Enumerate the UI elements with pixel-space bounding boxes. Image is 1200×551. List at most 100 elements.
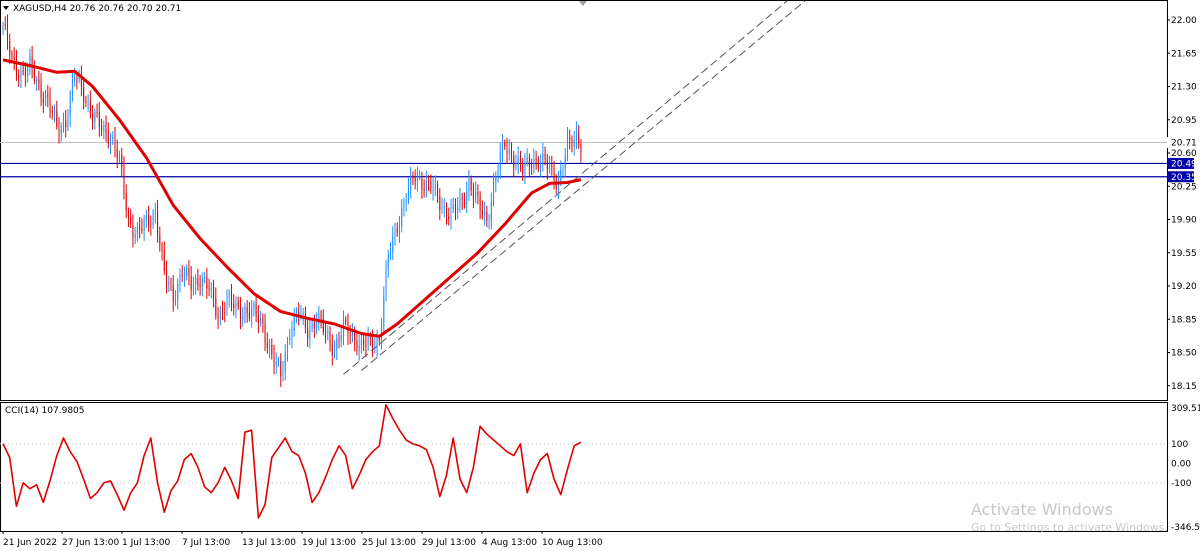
candle — [335, 333, 338, 360]
candle — [243, 302, 246, 324]
candle — [525, 148, 528, 167]
candle — [223, 301, 226, 323]
candle — [496, 163, 499, 183]
candle — [566, 127, 568, 161]
candle — [91, 104, 94, 130]
candle — [427, 175, 430, 192]
cci-header-text: CCI(14) 107.9805 — [5, 406, 85, 416]
candle — [178, 268, 181, 293]
cci-series-layer — [0, 404, 1167, 519]
candle — [445, 202, 448, 225]
candle — [154, 202, 156, 224]
candle — [10, 50, 13, 62]
candle — [393, 222, 396, 246]
candle — [245, 300, 248, 323]
candle — [232, 293, 235, 316]
candle — [66, 109, 69, 132]
candle — [30, 45, 33, 79]
candle — [557, 170, 560, 199]
candle — [337, 331, 340, 349]
candle — [89, 90, 91, 119]
candle — [534, 150, 537, 170]
candle — [416, 166, 418, 192]
candle — [290, 320, 293, 349]
candle — [174, 290, 176, 306]
candle — [55, 100, 58, 130]
candle — [167, 275, 170, 292]
candle — [306, 317, 309, 347]
candle — [510, 142, 512, 164]
time-axis-label: 4 Aug 13:00 — [482, 538, 537, 548]
candle — [115, 139, 118, 169]
symbol-header: XAGUSD,H4 20.76 20.76 20.70 20.71 — [3, 4, 181, 14]
candle — [221, 300, 224, 321]
candle — [308, 319, 311, 349]
candle — [248, 302, 250, 322]
candle — [274, 352, 277, 374]
candle — [218, 305, 221, 326]
candle — [12, 47, 15, 71]
candle — [543, 146, 546, 166]
candle — [501, 134, 504, 163]
candle — [494, 171, 497, 193]
candle — [418, 170, 421, 181]
candle — [189, 265, 192, 300]
candle — [523, 152, 526, 185]
candle — [315, 312, 318, 335]
candle — [57, 117, 60, 144]
candle — [395, 222, 398, 237]
candle — [541, 142, 544, 172]
trend-channel-line-1[interactable] — [343, 0, 788, 375]
candle — [136, 222, 138, 242]
candle — [483, 201, 486, 226]
candle — [402, 197, 405, 217]
candle — [351, 323, 353, 343]
dropdown-triangle-icon[interactable] — [3, 6, 9, 10]
time-axis-label: 29 Jul 13:00 — [422, 538, 476, 548]
candle — [272, 344, 275, 375]
price-axis-label: 19.90 — [1171, 216, 1197, 226]
candle — [263, 313, 266, 351]
candle — [434, 175, 436, 197]
candle — [165, 260, 168, 294]
candle — [490, 192, 492, 230]
candle — [463, 192, 465, 209]
candle — [333, 340, 336, 359]
candle — [286, 336, 288, 362]
candle — [6, 14, 8, 50]
candle — [572, 130, 575, 156]
candle — [185, 264, 188, 281]
candle — [169, 277, 172, 292]
candle — [310, 318, 313, 333]
candle — [364, 335, 367, 357]
candle — [373, 337, 376, 354]
chart-shift-marker-icon[interactable] — [579, 1, 587, 6]
candle — [93, 108, 96, 130]
trend-channel-line-2[interactable] — [361, 0, 806, 371]
candle — [431, 178, 434, 201]
candle — [514, 154, 517, 171]
candle — [234, 296, 237, 319]
candle — [277, 356, 280, 368]
candle — [516, 146, 519, 175]
candle — [297, 302, 300, 326]
candle — [292, 307, 295, 337]
candle — [442, 198, 445, 218]
candle — [481, 200, 483, 220]
candle — [145, 209, 147, 228]
candle — [458, 188, 461, 213]
candle — [355, 331, 358, 356]
candle — [413, 169, 416, 190]
candle — [158, 226, 161, 252]
price-axis-label: 20.25 — [1171, 182, 1197, 192]
candle — [44, 89, 47, 107]
candle — [46, 85, 49, 108]
candle — [492, 172, 495, 207]
candle — [140, 218, 143, 234]
candle — [257, 305, 259, 334]
candle — [328, 326, 331, 352]
candle — [261, 313, 264, 333]
candle — [436, 180, 439, 204]
candle — [176, 278, 179, 310]
candle — [575, 121, 577, 150]
